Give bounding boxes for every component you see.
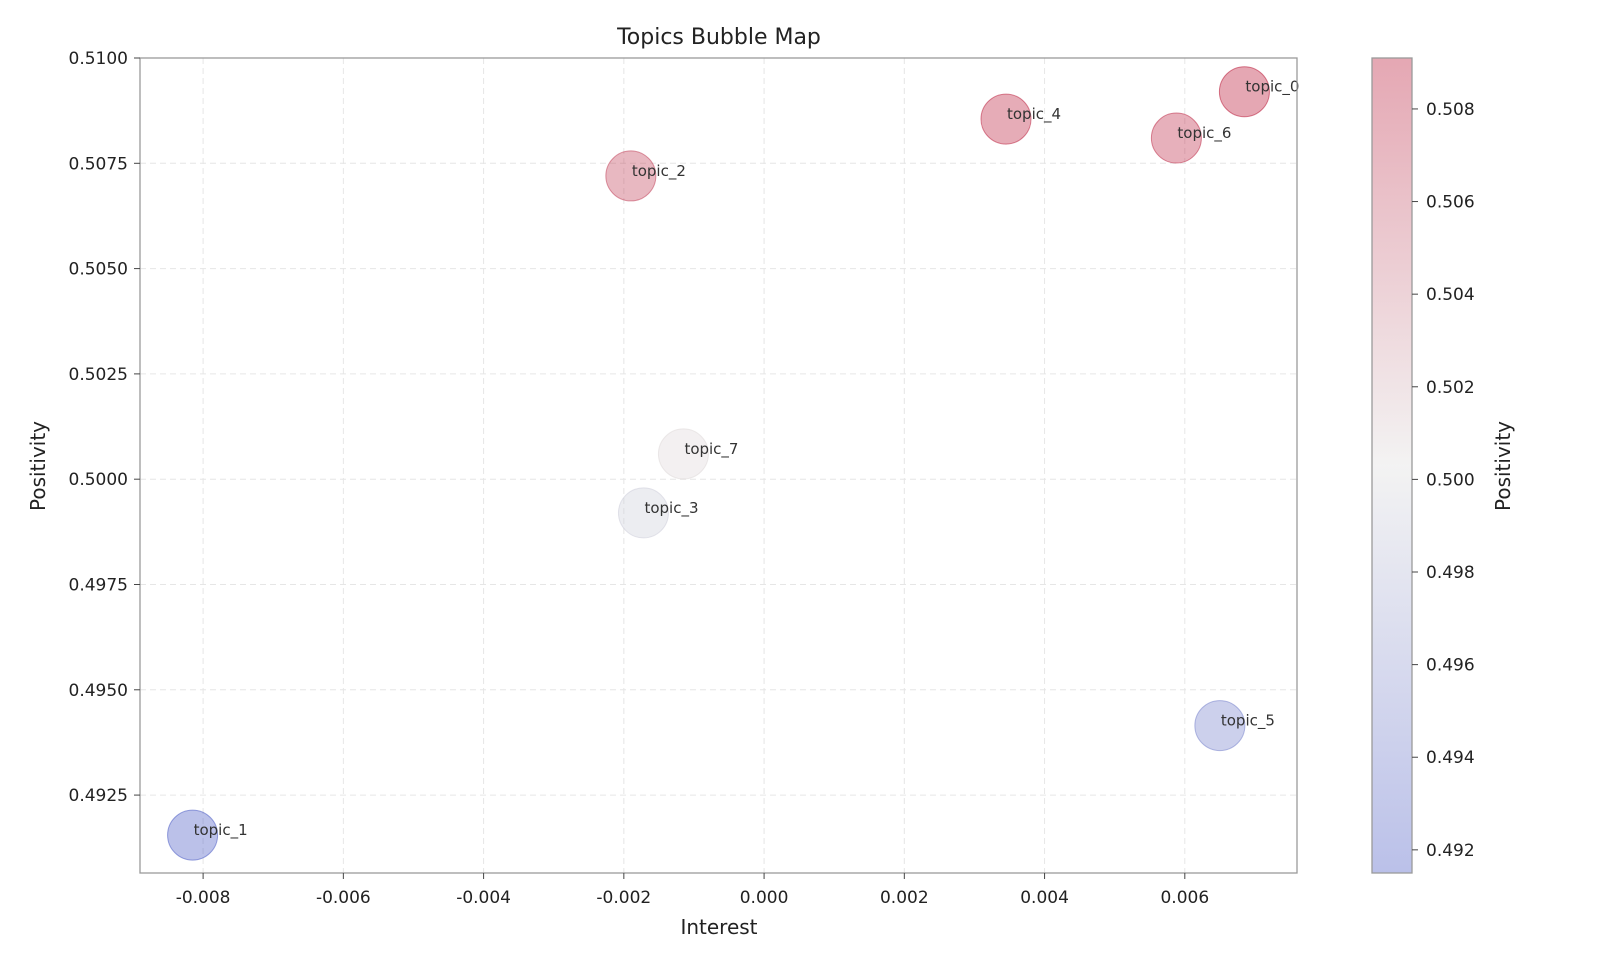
bubble-series [167, 66, 1270, 861]
colorbar-tick-label: 0.492 [1426, 841, 1475, 861]
plot-frame [139, 57, 1298, 874]
x-axis-title: Interest [680, 915, 757, 939]
x-tick-label: -0.002 [596, 888, 651, 908]
bubble-topic_2[interactable] [605, 150, 657, 202]
bubble-topic_6[interactable] [1150, 112, 1202, 164]
colorbar-tick-label: 0.508 [1426, 100, 1475, 120]
y-tick-label: 0.5100 [69, 49, 128, 69]
colorbar-tick-label: 0.498 [1426, 563, 1475, 583]
y-tick-label: 0.5050 [69, 260, 128, 280]
bubble-topic_7[interactable] [657, 428, 709, 480]
bubble-topic_5[interactable] [1194, 700, 1246, 752]
y-axis: 0.4925 0.4950 0.4975 0.5000 0.5025 0.5050 0.50… [69, 49, 140, 806]
grid-lines [140, 57, 1297, 873]
bubble-label-topic_4: topic_4 [1007, 105, 1061, 124]
y-tick-label: 0.5000 [69, 470, 128, 490]
colorbar [1371, 57, 1413, 874]
x-tick-label: -0.004 [456, 888, 511, 908]
colorbar-tick-label: 0.504 [1426, 285, 1475, 305]
colorbar-tick-label: 0.500 [1426, 470, 1475, 490]
bubble-topic_1[interactable] [167, 809, 219, 861]
colorbar-tick-label: 0.502 [1426, 378, 1475, 398]
colorbar-tick-label: 0.494 [1426, 748, 1475, 768]
bubble-topic_0[interactable] [1218, 66, 1270, 118]
colorbar-tick-label: 0.496 [1426, 656, 1475, 676]
bubble-label-topic_0: topic_0 [1245, 78, 1299, 97]
bubble-label-topic_5: topic_5 [1221, 712, 1275, 731]
bubble-labels: topic_0 topic_1 topic_2 topic_3 topic_4topic… [194, 78, 1300, 840]
y-axis-title: Positivity [26, 421, 50, 511]
x-tick-label: -0.008 [176, 888, 231, 908]
x-tick-label: 0.000 [740, 888, 789, 908]
colorbar-axis: 0.492 0.494 0.496 0.498 0.500 0.502 0.504 0.506… [1412, 100, 1475, 861]
chart-title: Topics Bubble Map [616, 25, 821, 50]
bubble-label-topic_3: topic_3 [644, 499, 698, 518]
y-tick-label: 0.5075 [69, 154, 128, 174]
y-tick-label: 0.4975 [69, 575, 128, 595]
bubble-label-topic_1: topic_1 [194, 821, 248, 840]
x-axis: -0.008 -0.006 -0.004 -0.002 0.000 0.002 0.004 0… [176, 873, 1209, 908]
bubble-topic_4[interactable] [980, 93, 1032, 145]
y-tick-label: 0.4925 [69, 786, 128, 806]
bubble-label-topic_2: topic_2 [632, 162, 686, 181]
x-tick-label: 0.006 [1160, 888, 1209, 908]
x-tick-label: 0.004 [1020, 888, 1069, 908]
colorbar-title: Positivity [1491, 421, 1515, 511]
bubble-label-topic_6: topic_6 [1177, 124, 1231, 143]
bubble-topic_3[interactable] [617, 487, 669, 539]
x-tick-label: -0.006 [316, 888, 371, 908]
colorbar-tick-label: 0.506 [1426, 193, 1475, 213]
y-tick-label: 0.4950 [69, 681, 128, 701]
x-tick-label: 0.002 [880, 888, 929, 908]
y-tick-label: 0.5025 [69, 365, 128, 385]
bubble-label-topic_7: topic_7 [684, 440, 738, 459]
